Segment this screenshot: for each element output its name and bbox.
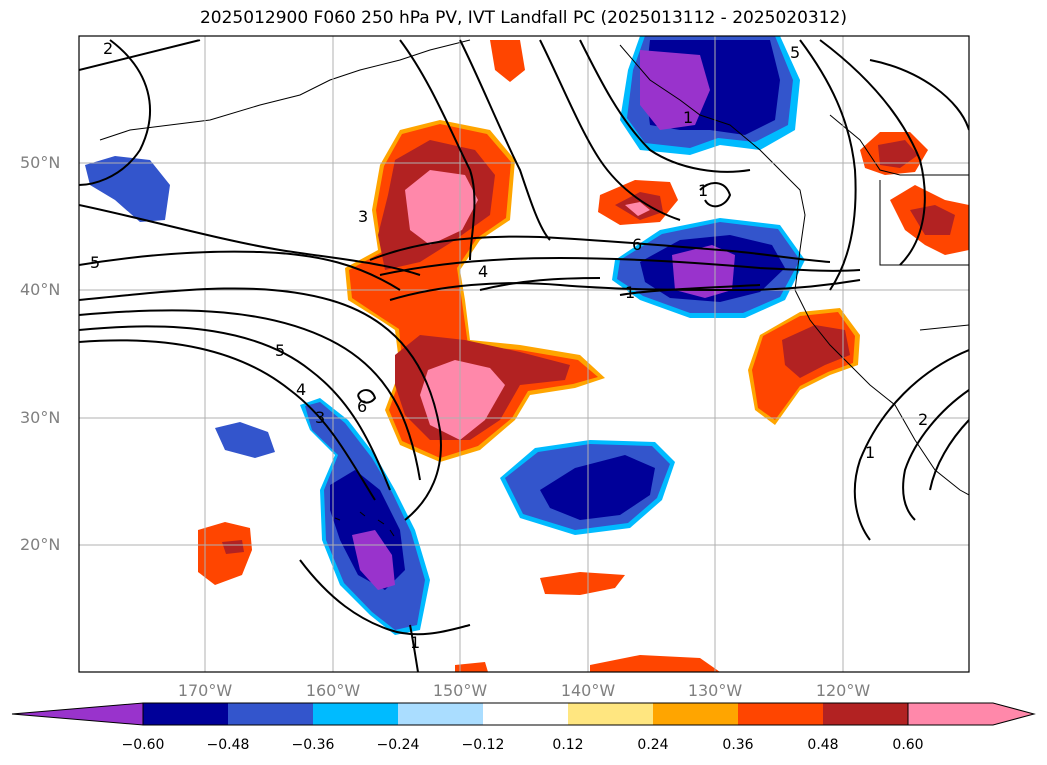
colorbar-extend-high — [907, 702, 1036, 726]
colorbar-swatch — [823, 703, 908, 725]
contour-label: 6 — [632, 235, 642, 254]
colorbar-swatch — [228, 703, 313, 725]
lat-label: 40°N — [20, 280, 61, 299]
colorbar-tick-label: 0.60 — [892, 737, 924, 753]
lon-label: 170°W — [177, 681, 233, 700]
contour-label: 2 — [103, 39, 113, 58]
colorbar-tick-label: 0.24 — [637, 737, 669, 753]
lon-label: 120°W — [815, 681, 871, 700]
lon-label: 140°W — [560, 681, 616, 700]
colorbar-tick-label: −0.60 — [121, 737, 165, 753]
lat-label: 30°N — [20, 408, 61, 427]
colorbar-swatch — [398, 703, 483, 725]
contour-label: 3 — [358, 207, 368, 226]
colorbar-tick-label: −0.48 — [206, 737, 250, 753]
contour-label: 4 — [478, 262, 488, 281]
map-title: 2025012900 F060 250 hPa PV, IVT Landfall… — [199, 8, 847, 28]
colorbar-tick-label: 0.36 — [722, 737, 754, 753]
lon-label: 160°W — [305, 681, 361, 700]
contour-labels: 2 5 3 4 6 1 5 4 3 6 1 5 1 1 1 2 — [90, 39, 928, 652]
contour-label: 1 — [625, 283, 635, 302]
contour-label: 1 — [698, 181, 708, 200]
colorbar-swatch — [653, 703, 738, 725]
colorbar-tick-label: −0.36 — [291, 737, 335, 753]
colorbar-border — [142, 702, 909, 726]
map-area: 2 5 3 4 6 1 5 4 3 6 1 5 1 1 1 2 — [79, 36, 969, 672]
negative-anomaly-offshore — [612, 218, 805, 318]
colorbar-tick-label: 0.12 — [552, 737, 584, 753]
positive-anomaly-california — [748, 308, 860, 425]
contour-label: 2 — [918, 410, 928, 429]
contour-label: 1 — [410, 633, 420, 652]
colorbar — [11, 702, 1036, 726]
colorbar-extend-low — [11, 702, 144, 726]
graticule — [79, 36, 969, 672]
contour-label: 3 — [315, 408, 325, 427]
colorbar-swatch — [738, 703, 823, 725]
negative-blob-small — [215, 422, 275, 458]
pv-contours — [79, 39, 969, 672]
negative-blob-west — [85, 156, 170, 222]
lon-label: 130°W — [687, 681, 743, 700]
negative-anomaly-bc — [620, 36, 800, 155]
map-frame — [78, 35, 970, 673]
contour-label: 5 — [790, 43, 800, 62]
lat-label: 20°N — [20, 535, 61, 554]
colorbar-tick-label: −0.24 — [376, 737, 420, 753]
contour-label: 6 — [357, 397, 367, 416]
colorbar-swatch — [143, 703, 228, 725]
contour-label: 4 — [296, 380, 306, 399]
lat-label: 50°N — [20, 153, 61, 172]
contour-label: 1 — [865, 443, 875, 462]
colorbar-swatch — [313, 703, 398, 725]
colorbar-swatch — [568, 703, 653, 725]
positive-anomaly-northwest — [860, 132, 969, 255]
lon-label: 150°W — [432, 681, 488, 700]
contour-label: 5 — [275, 341, 285, 360]
contour-label: 5 — [90, 253, 100, 272]
colorbar-tick-label: 0.48 — [807, 737, 839, 753]
contour-label: 1 — [683, 108, 693, 127]
positive-blobs — [198, 40, 720, 672]
colorbar-tick-label: −0.12 — [461, 737, 505, 753]
colorbar-swatch — [483, 703, 568, 725]
